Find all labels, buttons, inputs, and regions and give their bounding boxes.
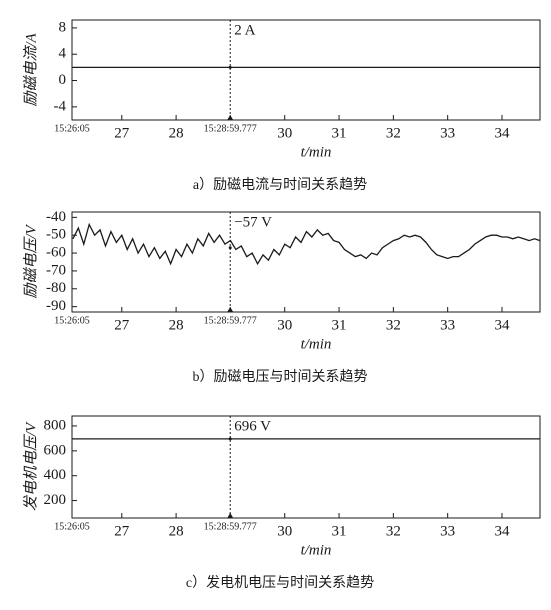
y-tick-label: -60: [46, 245, 66, 261]
x-tick-label: 32: [386, 317, 401, 333]
plot-frame: [71, 211, 541, 313]
x-tick-label: 32: [386, 125, 401, 141]
x-axis-label: t/min: [301, 542, 332, 558]
y-tick-label: 800: [44, 417, 67, 433]
annotation: 696 V: [234, 418, 271, 434]
caption: b）励磁电压与时间关系趋势: [193, 369, 368, 385]
x-tick-label: 31: [332, 523, 347, 539]
x-tick-label: 27: [114, 523, 130, 539]
x-tick-label: 28: [169, 317, 184, 333]
y-tick-label: -50: [46, 227, 66, 243]
y-tick-label: -90: [46, 298, 66, 314]
x-tick-label: 30: [277, 317, 292, 333]
y-tick-label: 0: [59, 72, 67, 88]
cursor-marker: [227, 115, 234, 120]
x-tick-label: 34: [494, 523, 510, 539]
x-tick-label: 28: [169, 523, 184, 539]
cursor-marker: [227, 513, 234, 518]
x-tick-label: 33: [440, 523, 455, 539]
y-tick-label: 400: [44, 467, 67, 483]
y-tick-label: -70: [46, 262, 66, 278]
x-axis-label: t/min: [301, 144, 332, 160]
y-tick-label: 4: [59, 46, 67, 62]
x-tick-label: 27: [114, 125, 130, 141]
y-tick-label: -4: [54, 98, 67, 114]
annotation: 2 A: [234, 22, 255, 38]
x-tick-label: 15:26:05: [54, 521, 90, 532]
annotation: −57 V: [234, 214, 272, 230]
x-tick-label: 31: [332, 125, 347, 141]
cursor-point: [228, 437, 232, 441]
cursor-marker: [227, 307, 234, 312]
x-tick-label: 15:28:59.777: [204, 123, 257, 134]
x-tick-label: 34: [494, 125, 510, 141]
y-tick-label: -40: [46, 209, 66, 225]
caption: c）发电机电压与时间关系趋势: [186, 575, 374, 591]
x-tick-label: 34: [494, 317, 510, 333]
y-tick-label: -80: [46, 280, 66, 296]
x-tick-label: 15:26:05: [54, 315, 90, 326]
x-tick-label: 28: [169, 125, 184, 141]
y-tick-label: 200: [44, 492, 67, 508]
caption: a）励磁电流与时间关系趋势: [193, 177, 367, 193]
cursor-point: [228, 65, 232, 69]
x-axis-label: t/min: [301, 336, 332, 352]
x-tick-label: 15:28:59.777: [204, 521, 257, 532]
plot-frame: [71, 19, 541, 121]
y-tick-label: 8: [59, 19, 67, 35]
cursor-point: [228, 246, 232, 250]
x-tick-label: 15:26:05: [54, 123, 90, 134]
x-tick-label: 30: [277, 125, 292, 141]
x-tick-label: 30: [277, 523, 292, 539]
y-tick-label: 600: [44, 442, 67, 458]
y-axis-label: 励磁电流/A: [22, 33, 39, 107]
x-tick-label: 33: [440, 317, 455, 333]
y-axis-label: 发电机电压/V: [22, 421, 39, 511]
x-tick-label: 33: [440, 125, 455, 141]
data-line: [72, 222, 541, 266]
x-tick-label: 27: [114, 317, 130, 333]
plot-frame: [71, 415, 541, 519]
x-tick-label: 32: [386, 523, 401, 539]
y-axis-label: 励磁电压/V: [22, 224, 39, 299]
x-tick-label: 31: [332, 317, 347, 333]
x-tick-label: 15:28:59.777: [204, 315, 257, 326]
